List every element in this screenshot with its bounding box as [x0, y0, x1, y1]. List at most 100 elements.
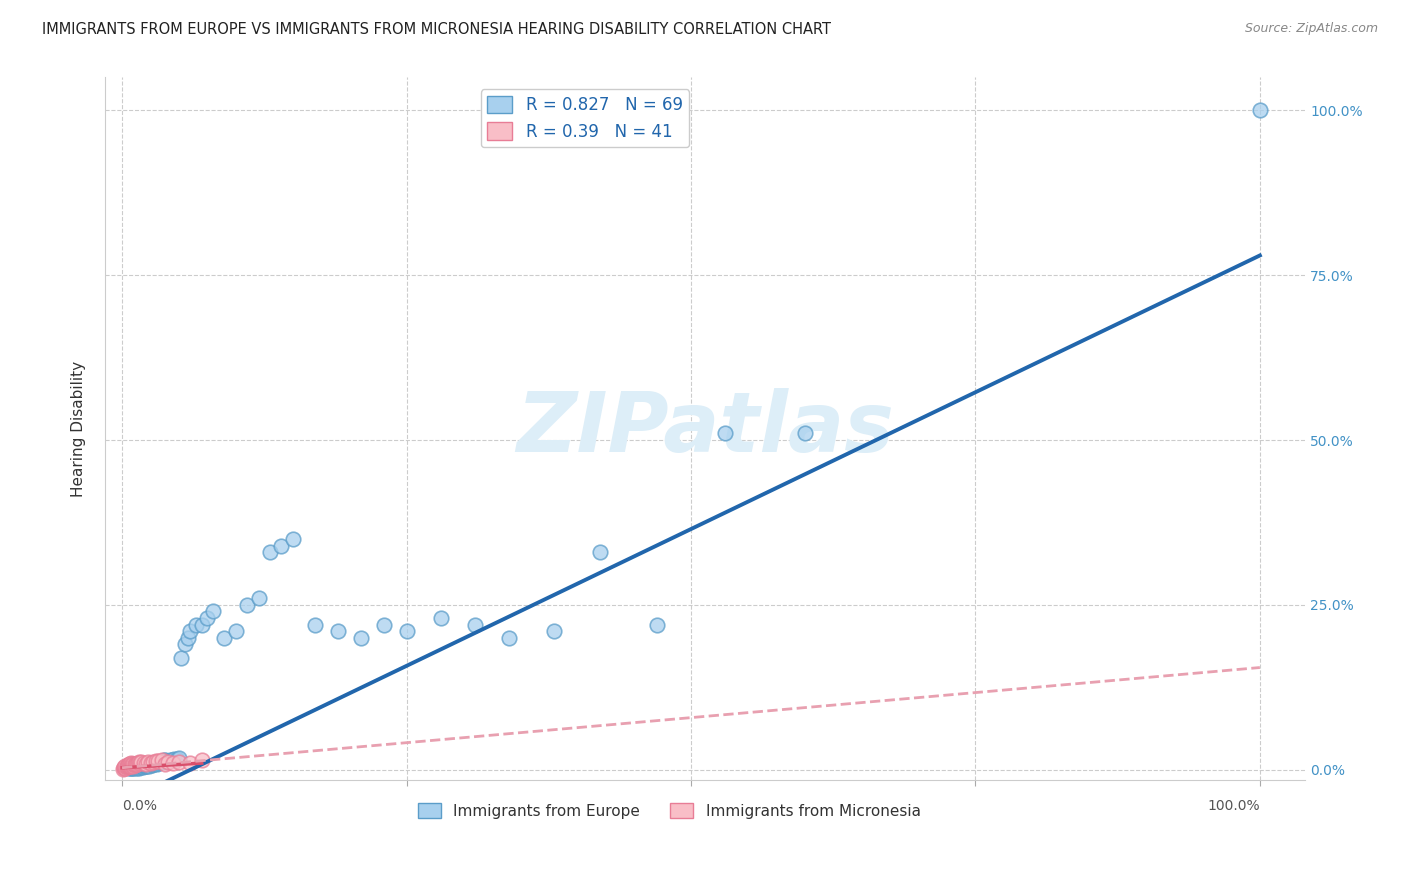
Text: Source: ZipAtlas.com: Source: ZipAtlas.com	[1244, 22, 1378, 36]
Point	[135, 758, 157, 772]
Point	[129, 760, 152, 774]
Point	[145, 756, 167, 771]
Point	[115, 760, 138, 774]
Point	[122, 757, 145, 772]
Point	[122, 760, 145, 774]
Point	[127, 756, 149, 771]
Point	[115, 758, 138, 772]
Point	[373, 617, 395, 632]
Point	[589, 545, 612, 559]
Point	[149, 756, 172, 770]
Point	[202, 605, 225, 619]
Point	[118, 759, 141, 773]
Point	[124, 761, 146, 775]
Point	[124, 756, 146, 771]
Point	[148, 754, 170, 768]
Point	[139, 757, 162, 772]
Point	[131, 756, 153, 770]
Point	[259, 545, 281, 559]
Point	[131, 759, 153, 773]
Point	[155, 753, 177, 767]
Point	[793, 426, 815, 441]
Point	[350, 631, 373, 645]
Point	[156, 754, 179, 768]
Point	[281, 532, 304, 546]
Text: 100.0%: 100.0%	[1208, 799, 1260, 814]
Point	[543, 624, 565, 639]
Point	[247, 591, 270, 606]
Point	[134, 758, 156, 772]
Point	[121, 761, 143, 775]
Text: IMMIGRANTS FROM EUROPE VS IMMIGRANTS FROM MICRONESIA HEARING DISABILITY CORRELAT: IMMIGRANTS FROM EUROPE VS IMMIGRANTS FRO…	[42, 22, 831, 37]
Point	[225, 624, 247, 639]
Point	[132, 756, 155, 771]
Point	[328, 624, 350, 639]
Point	[125, 760, 148, 774]
Point	[155, 756, 177, 771]
Point	[117, 761, 139, 775]
Point	[141, 758, 163, 772]
Point	[117, 759, 139, 773]
Point	[173, 637, 195, 651]
Point	[135, 756, 157, 771]
Point	[139, 756, 162, 771]
Point	[1249, 103, 1271, 118]
Point	[118, 758, 141, 772]
Point	[179, 624, 201, 639]
Point	[136, 758, 159, 772]
Point	[118, 757, 141, 772]
Point	[114, 759, 136, 773]
Point	[179, 756, 201, 771]
Point	[131, 760, 153, 774]
Point	[127, 760, 149, 774]
Point	[304, 617, 326, 632]
Point	[645, 617, 668, 632]
Point	[395, 624, 418, 639]
Point	[112, 761, 135, 775]
Point	[120, 756, 142, 771]
Point	[142, 756, 165, 771]
Point	[125, 757, 148, 772]
Point	[153, 754, 176, 768]
Point	[197, 611, 219, 625]
Point	[148, 756, 170, 771]
Point	[270, 539, 292, 553]
Point	[714, 426, 737, 441]
Point	[124, 758, 146, 772]
Point	[464, 617, 486, 632]
Point	[128, 761, 150, 775]
Point	[156, 755, 179, 769]
Point	[150, 755, 173, 769]
Point	[121, 758, 143, 772]
Point	[162, 756, 184, 771]
Point	[128, 759, 150, 773]
Point	[236, 598, 259, 612]
Point	[142, 755, 165, 769]
Point	[118, 756, 141, 771]
Point	[163, 752, 186, 766]
Point	[150, 753, 173, 767]
Point	[142, 757, 165, 772]
Point	[498, 631, 520, 645]
Point	[135, 759, 157, 773]
Point	[429, 611, 451, 625]
Point	[112, 762, 135, 776]
Point	[138, 758, 160, 772]
Point	[128, 756, 150, 770]
Point	[120, 758, 142, 772]
Point	[167, 751, 190, 765]
Point	[136, 756, 159, 770]
Point	[117, 758, 139, 772]
Point	[145, 754, 167, 768]
Point	[114, 761, 136, 775]
Point	[214, 631, 236, 645]
Point	[170, 650, 193, 665]
Point	[129, 756, 152, 771]
Point	[125, 761, 148, 775]
Point	[132, 759, 155, 773]
Point	[152, 754, 174, 768]
Point	[122, 761, 145, 775]
Point	[125, 756, 148, 771]
Legend: Immigrants from Europe, Immigrants from Micronesia: Immigrants from Europe, Immigrants from …	[412, 797, 927, 824]
Point	[190, 754, 212, 768]
